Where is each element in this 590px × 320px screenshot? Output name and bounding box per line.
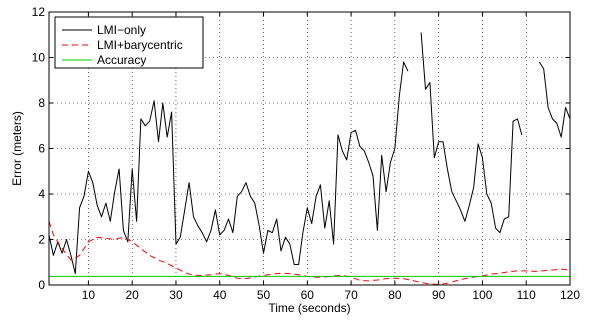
y-tick-label: 4 bbox=[38, 187, 45, 201]
x-tick-label: 100 bbox=[472, 288, 492, 302]
y-tick-label: 8 bbox=[38, 96, 45, 110]
series-line-lmi-only bbox=[420, 32, 523, 234]
y-tick-label: 10 bbox=[32, 51, 46, 65]
y-tick-label: 0 bbox=[38, 278, 45, 292]
x-tick-label: 50 bbox=[257, 288, 271, 302]
x-tick-label: 20 bbox=[126, 288, 140, 302]
axis-ticks: 10 20 30 40 50 60 70 80 90 100 110 120 0 2 4 6 8 10 12 bbox=[32, 5, 581, 302]
x-tick-label: 10 bbox=[82, 288, 96, 302]
x-tick-label: 70 bbox=[344, 288, 358, 302]
x-tick-label: 110 bbox=[517, 288, 536, 302]
x-tick-label: 90 bbox=[432, 288, 446, 302]
legend-label-lmi-barycentric: LMI+barycentric bbox=[97, 38, 183, 52]
x-tick-label: 120 bbox=[560, 288, 580, 302]
series-line-lmi-only bbox=[538, 61, 571, 138]
y-tick-label: 6 bbox=[38, 142, 45, 156]
x-tick-label: 30 bbox=[169, 288, 183, 302]
x-tick-label: 60 bbox=[301, 288, 315, 302]
series-group bbox=[48, 32, 571, 285]
x-axis-label: Time (seconds) bbox=[268, 301, 350, 315]
x-tick-label: 80 bbox=[388, 288, 402, 302]
y-tick-label: 12 bbox=[32, 5, 46, 19]
x-tick-label: 40 bbox=[213, 288, 227, 302]
legend-label-accuracy: Accuracy bbox=[97, 53, 146, 67]
series-line-lmi-only bbox=[48, 61, 409, 275]
y-axis-label: Error (meters) bbox=[10, 111, 24, 186]
legend-label-lmi-only: LMI−only bbox=[97, 23, 146, 37]
y-tick-label: 2 bbox=[38, 233, 45, 247]
